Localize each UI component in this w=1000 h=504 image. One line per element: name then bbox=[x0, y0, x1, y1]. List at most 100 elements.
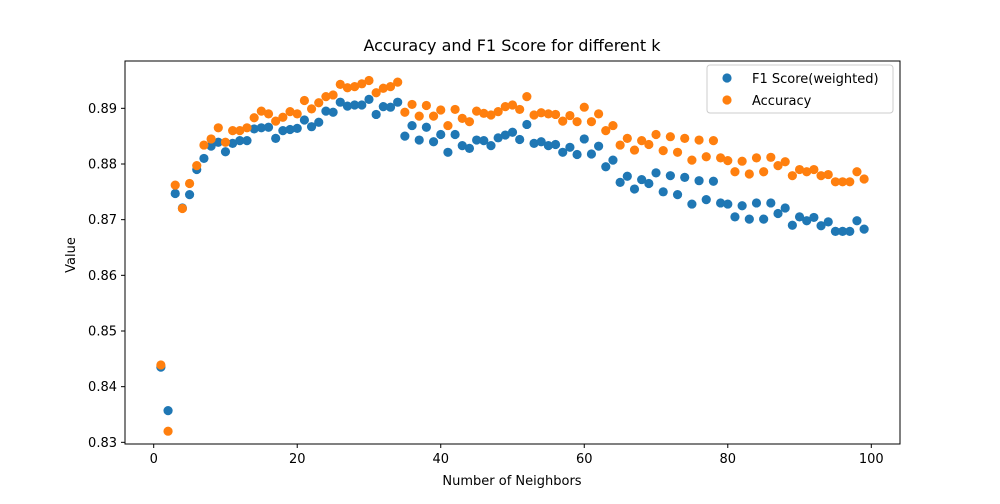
data-point bbox=[163, 426, 173, 436]
data-point bbox=[170, 188, 180, 199]
data-point bbox=[184, 190, 195, 200]
data-point bbox=[787, 220, 797, 230]
data-point bbox=[400, 107, 410, 117]
data-point bbox=[687, 199, 697, 209]
data-point bbox=[680, 172, 690, 182]
data-point bbox=[457, 113, 467, 123]
data-point bbox=[464, 143, 475, 153]
data-point bbox=[371, 109, 381, 120]
data-point bbox=[529, 110, 539, 120]
data-point bbox=[816, 221, 826, 231]
data-point bbox=[802, 216, 812, 226]
y-tick-label: 0.86 bbox=[88, 269, 117, 284]
data-point bbox=[837, 226, 848, 236]
data-point bbox=[350, 100, 360, 110]
data-point bbox=[716, 198, 726, 208]
data-point bbox=[421, 100, 431, 111]
data-point bbox=[450, 129, 460, 140]
data-point bbox=[199, 140, 209, 150]
data-point bbox=[723, 156, 733, 166]
data-point bbox=[543, 109, 553, 119]
data-point bbox=[493, 133, 503, 143]
data-point bbox=[192, 161, 202, 171]
data-point bbox=[615, 177, 625, 187]
data-point bbox=[199, 153, 209, 164]
data-point bbox=[794, 164, 805, 175]
data-point bbox=[393, 77, 403, 87]
data-point bbox=[701, 195, 711, 205]
data-point bbox=[687, 155, 697, 165]
x-axis-label: Number of Neighbors bbox=[442, 474, 581, 489]
data-point bbox=[342, 83, 353, 93]
data-point bbox=[306, 122, 317, 132]
data-point bbox=[472, 135, 482, 145]
data-point bbox=[220, 147, 231, 157]
data-point bbox=[479, 108, 489, 118]
legend-label: F1 Score(weighted) bbox=[752, 72, 879, 87]
data-point bbox=[436, 105, 446, 115]
y-tick-label: 0.83 bbox=[88, 436, 117, 451]
x-tick-label: 20 bbox=[289, 452, 306, 467]
data-point bbox=[242, 123, 252, 133]
data-point bbox=[665, 171, 675, 181]
data-point bbox=[486, 141, 496, 151]
data-point bbox=[816, 171, 826, 181]
data-point bbox=[852, 167, 862, 177]
data-point bbox=[594, 141, 604, 151]
data-point bbox=[594, 109, 604, 119]
data-point bbox=[644, 178, 654, 189]
data-point bbox=[263, 122, 274, 132]
data-point bbox=[443, 147, 453, 157]
data-point bbox=[428, 137, 439, 147]
data-point bbox=[658, 187, 668, 197]
data-point bbox=[414, 135, 424, 145]
data-point bbox=[256, 123, 266, 133]
data-point bbox=[436, 129, 446, 140]
data-point bbox=[156, 360, 166, 370]
data-point bbox=[220, 137, 231, 147]
y-tick-label: 0.87 bbox=[88, 213, 117, 228]
data-point bbox=[443, 120, 453, 131]
data-point bbox=[608, 155, 618, 165]
data-point bbox=[794, 212, 805, 222]
data-point bbox=[228, 125, 238, 136]
data-point bbox=[751, 153, 762, 163]
data-point bbox=[479, 136, 489, 146]
data-point bbox=[378, 83, 388, 93]
data-point bbox=[522, 119, 532, 130]
data-point bbox=[565, 142, 575, 152]
data-point bbox=[809, 212, 819, 223]
data-point bbox=[823, 217, 833, 227]
data-point bbox=[601, 125, 611, 136]
data-point bbox=[708, 136, 719, 146]
data-point bbox=[357, 100, 367, 110]
data-point bbox=[759, 167, 769, 177]
data-point bbox=[335, 97, 345, 107]
data-point bbox=[637, 136, 647, 146]
data-point bbox=[385, 102, 396, 112]
plot-frame bbox=[124, 60, 901, 445]
data-point bbox=[744, 214, 754, 224]
data-point bbox=[393, 97, 403, 107]
data-point bbox=[672, 147, 683, 157]
data-point bbox=[751, 198, 762, 208]
data-point bbox=[242, 136, 252, 146]
chart-title: Accuracy and F1 Score for different k bbox=[363, 36, 661, 55]
data-point bbox=[680, 133, 690, 143]
data-point bbox=[558, 116, 568, 126]
data-point bbox=[292, 109, 302, 119]
y-tick-label: 0.88 bbox=[88, 157, 117, 172]
data-point bbox=[773, 208, 783, 219]
data-point bbox=[723, 199, 733, 209]
legend-label: Accuracy bbox=[752, 94, 812, 109]
data-point bbox=[263, 109, 274, 119]
plot-area: 0 20 40 60 80 100 0.83 0.84 0.85 0.86 0.87 0.88 0.89 bbox=[88, 60, 901, 467]
data-point bbox=[421, 122, 431, 132]
y-tick-label: 0.85 bbox=[88, 324, 117, 339]
data-point bbox=[830, 226, 841, 236]
data-point bbox=[428, 111, 439, 121]
data-point bbox=[830, 177, 841, 187]
data-point bbox=[515, 104, 525, 115]
data-point bbox=[515, 134, 525, 145]
legend-box bbox=[706, 64, 894, 114]
